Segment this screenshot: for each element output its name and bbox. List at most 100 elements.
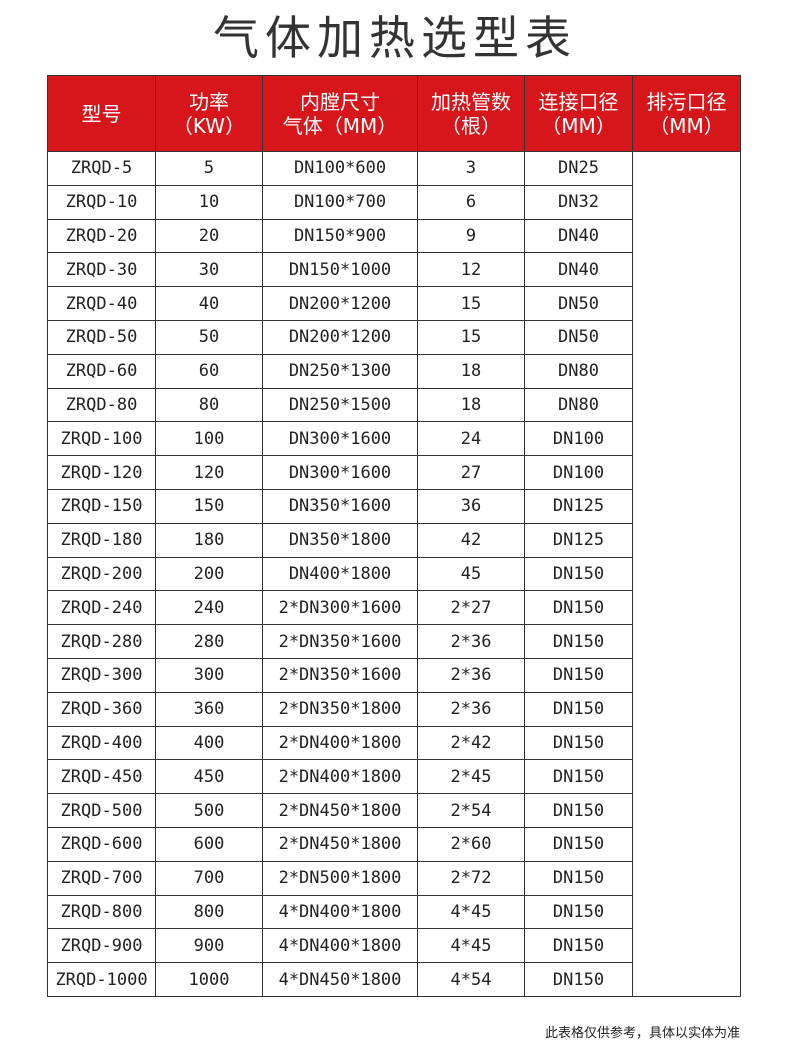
cell-model: ZRQD-200 — [47, 556, 156, 592]
cell-model: ZRQD-80 — [47, 387, 156, 423]
table-row: ZRQD-360 360 2*DN350*1800 2*36 DN150 — [47, 691, 741, 727]
cell-power: 5 — [155, 151, 263, 186]
table-row: ZRQD-600 600 2*DN450*1800 2*60 DN150 — [47, 826, 741, 862]
cell-power: 120 — [155, 455, 263, 490]
cell-tube-count: 2*42 — [417, 725, 525, 761]
table-row: ZRQD-300 300 2*DN350*1600 2*36 DN150 — [47, 657, 741, 693]
cell-power: 360 — [155, 691, 263, 727]
cell-chamber-size: 4*DN450*1800 — [262, 962, 418, 997]
cell-tube-count: 27 — [417, 455, 525, 490]
cell-tube-count: 2*45 — [417, 759, 525, 795]
table-row: ZRQD-5 5 DN100*600 3 DN25 — [47, 151, 741, 997]
cell-power: 600 — [155, 826, 263, 862]
cell-tube-count: 2*54 — [417, 793, 525, 828]
cell-model: ZRQD-150 — [47, 488, 156, 524]
cell-tube-count: 45 — [417, 556, 525, 592]
cell-tube-count: 24 — [417, 421, 525, 457]
cell-tube-count: 36 — [417, 488, 525, 524]
table-row: ZRQD-200 200 DN400*1800 45 DN150 — [47, 556, 741, 592]
cell-connection-diameter: DN150 — [524, 860, 633, 896]
header-row: 型号 功率 （KW） 内膛尺寸 气体（MM） 加热管数 （根） 连接口径 （MM） 排污… — [47, 75, 741, 152]
cell-chamber-size: DN250*1300 — [262, 353, 418, 389]
cell-tube-count: 9 — [417, 218, 525, 254]
cell-connection-diameter: DN125 — [524, 522, 633, 558]
cell-connection-diameter: DN50 — [524, 286, 633, 321]
cell-connection-diameter: DN125 — [524, 488, 633, 524]
cell-model: ZRQD-700 — [47, 860, 156, 896]
table-row: ZRQD-40 40 DN200*1200 15 DN50 — [47, 286, 741, 321]
cell-model: ZRQD-10 — [47, 184, 156, 220]
cell-power: 500 — [155, 793, 263, 828]
cell-power: 30 — [155, 252, 263, 288]
cell-tube-count: 4*45 — [417, 928, 525, 964]
table-row: ZRQD-1000 1000 4*DN450*1800 4*54 DN150 — [47, 962, 741, 997]
cell-connection-diameter: DN150 — [524, 725, 633, 761]
cell-model: ZRQD-50 — [47, 319, 156, 355]
cell-connection-diameter: DN40 — [524, 252, 633, 288]
cell-tube-count: 2*60 — [417, 826, 525, 862]
cell-chamber-size: 2*DN350*1800 — [262, 691, 418, 727]
cell-chamber-size: DN150*1000 — [262, 252, 418, 288]
cell-connection-diameter: DN50 — [524, 319, 633, 355]
cell-model: ZRQD-800 — [47, 894, 156, 930]
cell-power: 10 — [155, 184, 263, 220]
cell-model: ZRQD-1000 — [47, 962, 156, 997]
cell-model: ZRQD-180 — [47, 522, 156, 558]
cell-model: ZRQD-300 — [47, 657, 156, 693]
cell-tube-count: 12 — [417, 252, 525, 288]
cell-power: 450 — [155, 759, 263, 795]
table-row: ZRQD-20 20 DN150*900 9 DN40 — [47, 218, 741, 254]
table-row: ZRQD-50 50 DN200*1200 15 DN50 — [47, 319, 741, 355]
cell-model: ZRQD-40 — [47, 286, 156, 321]
cell-power: 150 — [155, 488, 263, 524]
cell-tube-count: 2*27 — [417, 590, 525, 626]
table-row: ZRQD-100 100 DN300*1600 24 DN100 — [47, 421, 741, 457]
cell-tube-count: 6 — [417, 184, 525, 220]
cell-chamber-size: 2*DN400*1800 — [262, 759, 418, 795]
cell-connection-diameter: DN150 — [524, 793, 633, 828]
cell-tube-count: 2*36 — [417, 691, 525, 727]
table-row: ZRQD-800 800 4*DN400*1800 4*45 DN150 — [47, 894, 741, 930]
cell-power: 200 — [155, 556, 263, 592]
header-chamber-size: 内膛尺寸 气体（MM） — [262, 75, 418, 152]
cell-connection-diameter: DN150 — [524, 657, 633, 693]
cell-chamber-size: DN150*900 — [262, 218, 418, 254]
table-row: ZRQD-150 150 DN350*1600 36 DN125 — [47, 488, 741, 524]
cell-power: 700 — [155, 860, 263, 896]
cell-model: ZRQD-360 — [47, 691, 156, 727]
cell-model: ZRQD-500 — [47, 793, 156, 828]
cell-power: 800 — [155, 894, 263, 930]
cell-connection-diameter: DN150 — [524, 691, 633, 727]
cell-power: 1000 — [155, 962, 263, 997]
cell-connection-diameter: DN150 — [524, 556, 633, 592]
cell-chamber-size: 4*DN400*1800 — [262, 928, 418, 964]
cell-chamber-size: DN250*1500 — [262, 387, 418, 423]
cell-connection-diameter: DN150 — [524, 826, 633, 862]
table-row: ZRQD-10 10 DN100*700 6 DN32 — [47, 184, 741, 220]
cell-power: 900 — [155, 928, 263, 964]
cell-model: ZRQD-30 — [47, 252, 156, 288]
cell-connection-diameter: DN150 — [524, 894, 633, 930]
cell-chamber-size: DN300*1600 — [262, 421, 418, 457]
cell-model: ZRQD-100 — [47, 421, 156, 457]
cell-connection-diameter: DN25 — [524, 151, 633, 186]
cell-chamber-size: DN200*1200 — [262, 286, 418, 321]
cell-model: ZRQD-600 — [47, 826, 156, 862]
cell-chamber-size: 2*DN400*1800 — [262, 725, 418, 761]
cell-connection-diameter: DN40 — [524, 218, 633, 254]
table-row: ZRQD-240 240 2*DN300*1600 2*27 DN150 — [47, 590, 741, 626]
cell-power: 100 — [155, 421, 263, 457]
cell-chamber-size: 2*DN500*1800 — [262, 860, 418, 896]
cell-power: 60 — [155, 353, 263, 389]
header-tube-count: 加热管数 （根） — [417, 75, 525, 152]
table-row: ZRQD-80 80 DN250*1500 18 DN80 — [47, 387, 741, 423]
cell-model: ZRQD-60 — [47, 353, 156, 389]
cell-chamber-size: DN400*1800 — [262, 556, 418, 592]
cell-connection-diameter: DN80 — [524, 353, 633, 389]
cell-chamber-size: DN350*1600 — [262, 488, 418, 524]
cell-model: ZRQD-900 — [47, 928, 156, 964]
cell-power: 40 — [155, 286, 263, 321]
disclaimer-note: 此表格仅供参考，具体以实体为准 — [544, 1026, 740, 1041]
cell-model: ZRQD-240 — [47, 590, 156, 626]
cell-tube-count: 2*36 — [417, 657, 525, 693]
